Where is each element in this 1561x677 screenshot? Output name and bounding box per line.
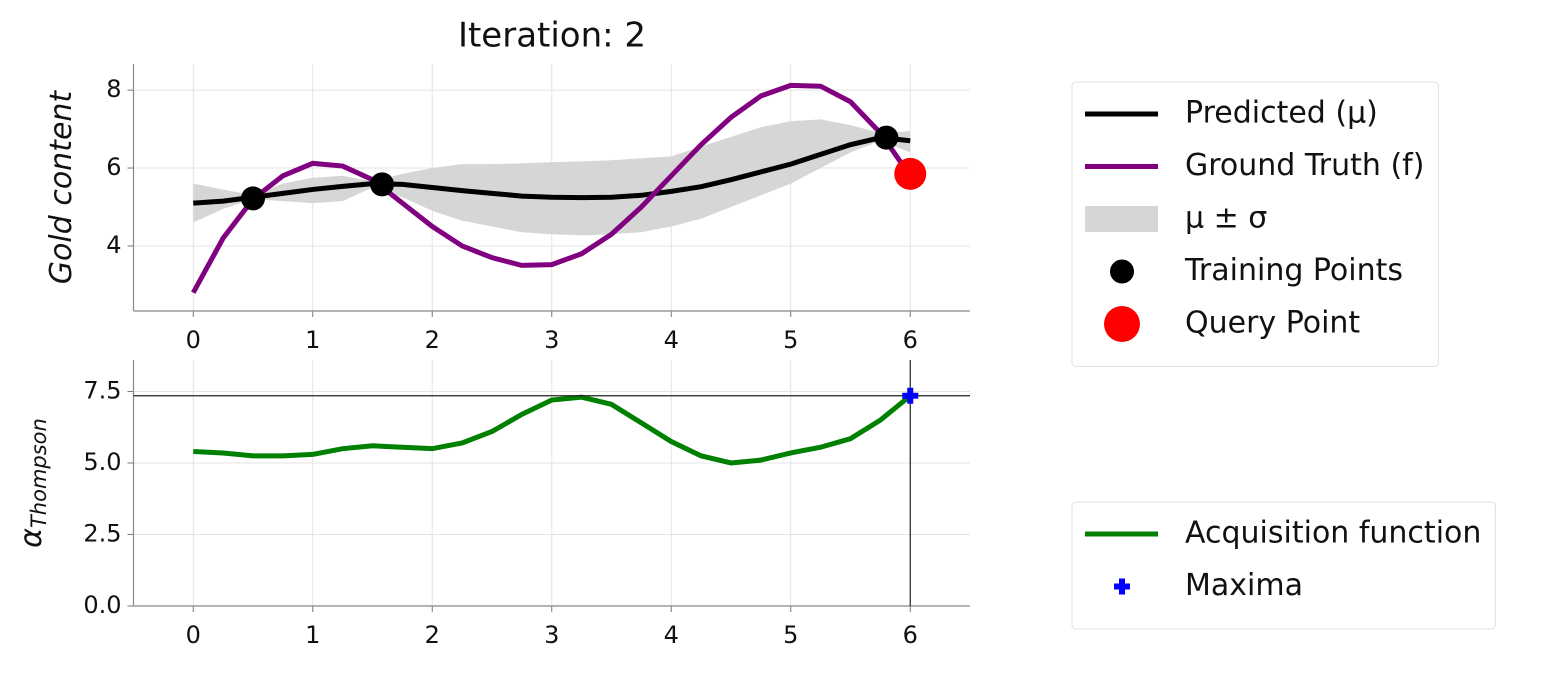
point: [370, 172, 395, 197]
y-tick-label: 7.5: [83, 376, 121, 404]
band: [193, 119, 911, 236]
y-axis-label-main: Gold content: [44, 90, 79, 285]
x-tick-label: 2: [425, 621, 440, 649]
legend-swatch: [1110, 259, 1134, 284]
x-tick-label: 5: [783, 621, 798, 649]
legend-label: Query Point: [1185, 306, 1360, 341]
legend-frame: [1071, 501, 1496, 630]
y-axis-label-main: α: [14, 528, 49, 548]
y-axis-label-subscript: Thompson: [27, 418, 51, 528]
y-axis-label: Gold content: [44, 90, 79, 285]
x-tick-label: 4: [664, 621, 679, 649]
x-tick-label: 3: [544, 326, 559, 354]
point: [874, 125, 899, 150]
legend-label: Training Points: [1184, 253, 1403, 288]
line: [191, 82, 913, 294]
x-tick-label: 6: [903, 621, 918, 649]
y-tick-label: 6: [106, 153, 121, 181]
legend-label: μ ± σ: [1185, 201, 1267, 236]
point: [241, 186, 265, 211]
legend-swatch: [1104, 306, 1140, 342]
legend-label: Predicted (μ): [1185, 96, 1378, 131]
plus-marker: [902, 387, 919, 404]
legend-label: Acquisition function: [1185, 516, 1481, 551]
y-tick-label: 5.0: [83, 448, 121, 476]
x-tick-label: 0: [186, 326, 201, 354]
x-tick-label: 3: [544, 621, 559, 649]
chart-title: Iteration: 2: [458, 16, 646, 56]
y-axis-label: αThompson: [14, 418, 52, 548]
x-tick-label: 1: [305, 621, 320, 649]
legend-label: Ground Truth (f): [1185, 148, 1424, 183]
legend-frame: [1071, 81, 1439, 367]
legend-label: Maxima: [1185, 568, 1303, 603]
line: [193, 135, 911, 206]
legend-swatch: [1085, 206, 1158, 232]
y-tick-label: 4: [106, 231, 121, 259]
x-tick-label: 4: [664, 326, 679, 354]
line: [193, 393, 912, 466]
x-tick-label: 2: [425, 326, 440, 354]
y-tick-label: 8: [106, 75, 121, 103]
y-tick-label: 0.0: [83, 591, 121, 619]
x-tick-label: 1: [305, 326, 320, 354]
y-tick-label: 2.5: [83, 519, 121, 547]
x-tick-label: 6: [903, 326, 918, 354]
legend-swatch: [1114, 578, 1130, 595]
point: [894, 157, 927, 190]
x-tick-label: 0: [186, 621, 201, 649]
x-tick-label: 5: [783, 326, 798, 354]
